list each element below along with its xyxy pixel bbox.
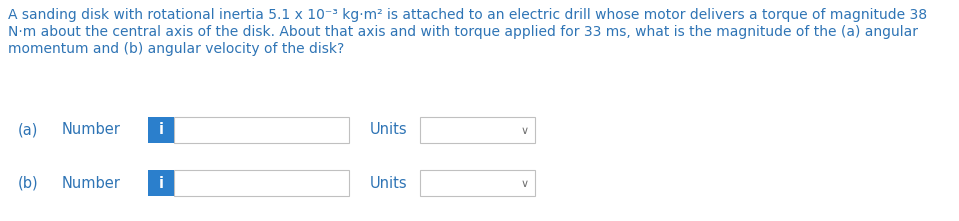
Bar [174, 170, 349, 196]
Text: i: i [158, 122, 163, 137]
Text: Number: Number [62, 175, 121, 191]
Text: ∨: ∨ [521, 126, 529, 136]
Text: Number: Number [62, 122, 121, 137]
Text: i: i [158, 175, 163, 191]
Text: Units: Units [370, 175, 408, 191]
Bar [148, 117, 174, 143]
Text: ∨: ∨ [521, 179, 529, 189]
Text: momentum and (b) angular velocity of the disk?: momentum and (b) angular velocity of the… [8, 42, 344, 56]
Bar [148, 170, 174, 196]
Text: N·m about the central axis of the disk. About that axis and with torque applied : N·m about the central axis of the disk. … [8, 25, 918, 39]
Bar [174, 117, 349, 143]
Text: (b): (b) [18, 175, 38, 191]
Text: (a): (a) [18, 122, 38, 137]
Bar [420, 170, 535, 196]
Text: A sanding disk with rotational inertia 5.1 x 10⁻³ kg·m² is attached to an electr: A sanding disk with rotational inertia 5… [8, 8, 927, 22]
Bar [420, 117, 535, 143]
Text: Units: Units [370, 122, 408, 137]
